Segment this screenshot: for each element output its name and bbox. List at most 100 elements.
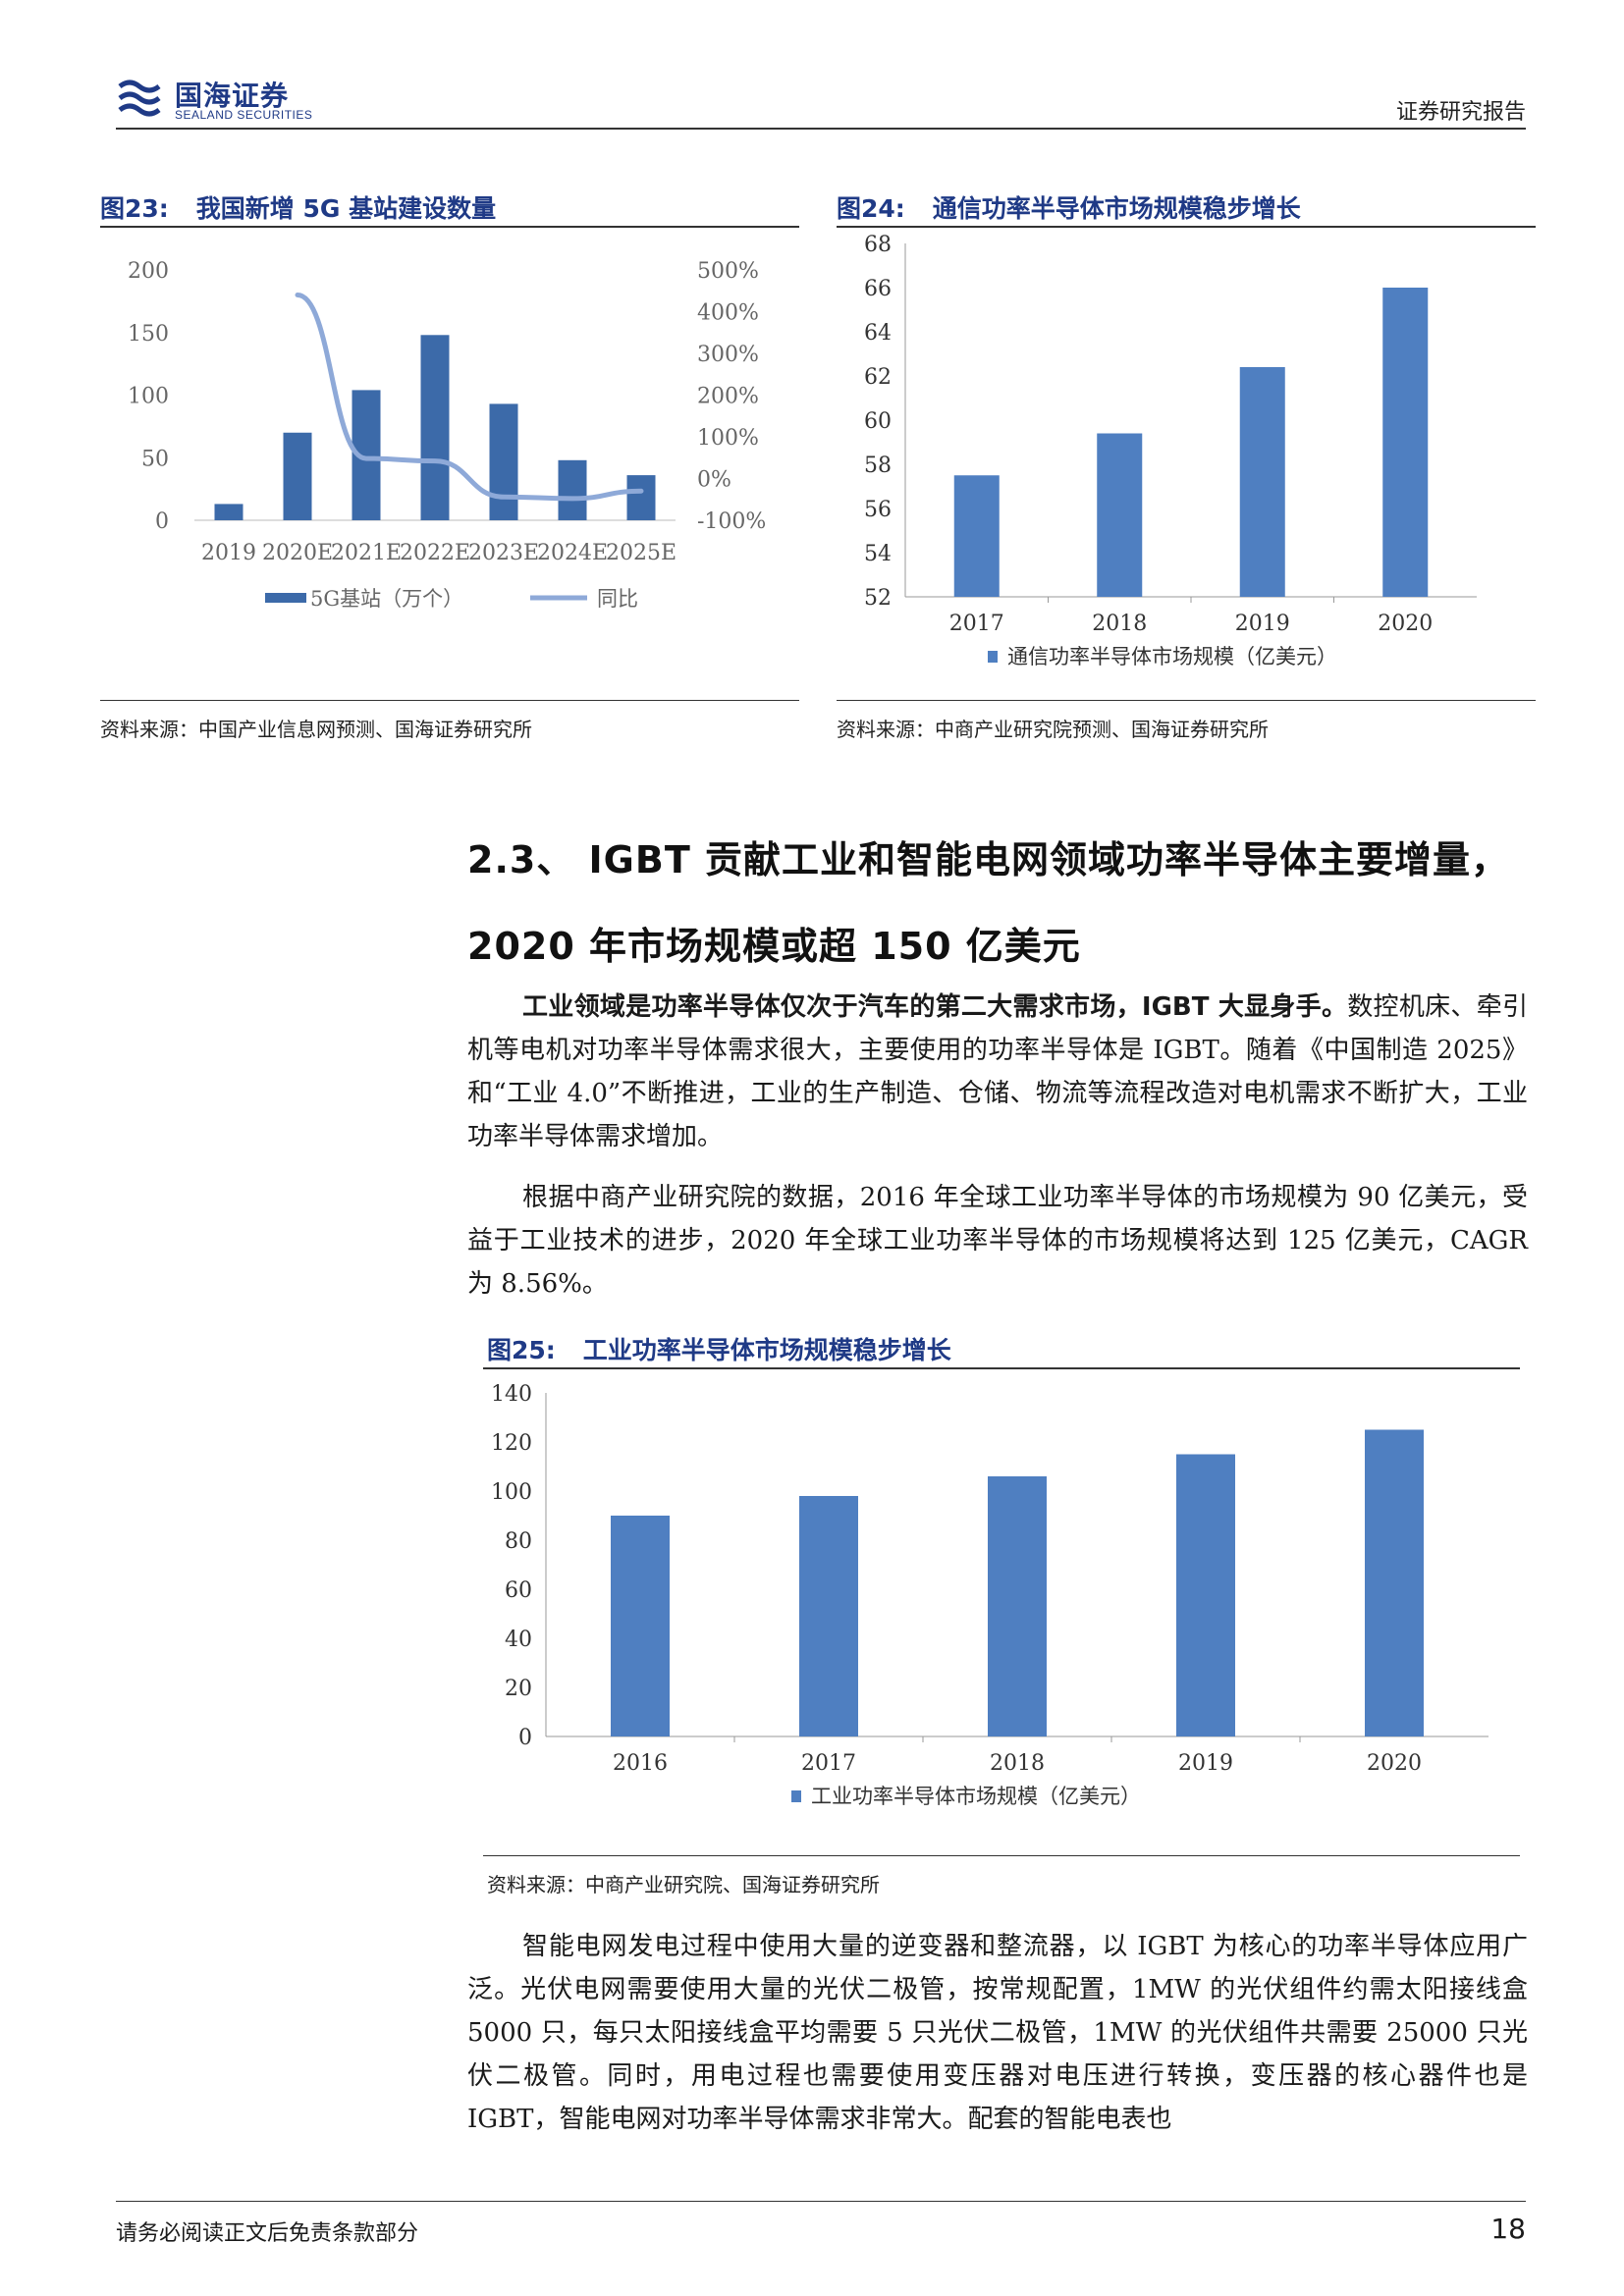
fig23-y-left-tick: 200 [128,259,169,284]
paragraph-industrial-text: 数控机床、牵引机等电机对功率半导体需求很大，主要使用的功率半导体是 IGBT。随… [467,992,1528,1151]
fig24-bar [1239,367,1285,597]
fig23-legend-bar-swatch [265,593,306,603]
fig25-y-tick: 120 [491,1431,532,1456]
fig23-x-tick: 2024E [537,541,608,565]
fig25-bar [799,1496,858,1736]
fig23-y-right-tick: 400% [697,301,759,326]
fig23-bar [214,504,244,520]
fig23-legend-bar-label: 5G基站（万个） [310,587,463,611]
fig24-y-tick: 68 [864,233,892,257]
fig24-y-tick: 66 [864,277,892,301]
fig24-title-text: 通信功率半导体市场规模稳步增长 [932,194,1301,223]
fig23-source: 资料来源：中国产业信息网预测、国海证券研究所 [100,718,532,741]
fig25-bar [1176,1454,1235,1736]
paragraph-industrial: 工业领域是功率半导体仅次于汽车的第二大需求市场，IGBT 大显身手。数控机床、牵… [467,986,1528,1158]
fig23-title: 图23: 我国新增 5G 基站建设数量 [100,189,496,225]
fig23-top-rule [100,226,799,228]
fig24-x-tick: 2018 [1092,612,1147,636]
fig23-y-right-tick: 100% [697,426,759,451]
fig24-y-tick: 60 [864,409,892,434]
fig25-bottom-rule [483,1855,1520,1856]
fig23-chart: 0 50 100 150 200 -100% 0% 100% 200% 300% 400% 500% 2… [128,259,766,611]
fig24-title: 图24: 通信功率半导体市场规模稳步增长 [837,189,1301,225]
fig23-bottom-rule [100,700,799,701]
fig24-x-tick: 2019 [1235,612,1290,636]
fig24-top-rule [837,226,1536,228]
fig23-x-tick: 2020E [262,541,333,565]
fig25-x-tick: 2017 [801,1751,856,1776]
fig23-number: 图23: [100,194,169,223]
fig23-bar [489,403,518,520]
fig23-title-text: 我国新增 5G 基站建设数量 [195,194,497,223]
paragraph-smart-grid: 智能电网发电过程中使用大量的逆变器和整流器，以 IGBT 为核心的功率半导体应用… [467,1925,1528,2141]
fig23-x-tick: 2023E [468,541,539,565]
fig25-number: 图25: [487,1336,556,1364]
sealand-logo-icon [118,80,161,117]
fig25-x-tick: 2019 [1178,1751,1233,1776]
fig23-bar [420,335,450,520]
fig24-y-tick: 58 [864,454,892,478]
fig24-bottom-rule [837,700,1536,701]
fig25-top-rule [483,1367,1520,1369]
fig23-x-tick: 2021E [331,541,402,565]
logo-text-cn: 国海证券 [175,80,290,112]
fig23-y-left-tick: 150 [128,322,169,347]
fig23-y-right-tick: 200% [697,385,759,409]
brand-logo [116,75,322,122]
fig25-y-tick: 100 [491,1480,532,1505]
fig24-y-tick: 64 [864,321,892,346]
fig23-legend-line-label: 同比 [597,587,638,611]
fig25-legend-swatch [791,1790,801,1802]
fig23-y-right-tick: 300% [697,343,759,367]
fig23-x-tick: 2022E [400,541,470,565]
fig25-chart: 0 20 40 60 80 100 120 140 2016 2017 2018 2019 2020 工业… [491,1382,1489,1808]
fig23-y-right-tick: 500% [697,259,759,284]
fig23-y-right-tick: -100% [697,509,766,534]
fig25-title: 图25: 工业功率半导体市场规模稳步增长 [487,1331,951,1366]
fig24-y-tick: 54 [864,542,892,566]
fig24-bar [953,475,1000,597]
fig24-source: 资料来源：中商产业研究院预测、国海证券研究所 [837,718,1269,741]
fig24-y-tick: 52 [864,586,892,611]
logo-text-en: SEALAND SECURITIES [175,108,313,122]
fig25-x-tick: 2020 [1367,1751,1422,1776]
fig24-bar [1382,288,1429,597]
fig25-y-tick: 140 [491,1382,532,1407]
fig24-legend-label: 通信功率半导体市场规模（亿美元） [1007,645,1337,668]
fig23-y-left-tick: 100 [128,385,169,409]
fig24-legend-swatch [988,651,998,663]
fig23-y-left-tick: 50 [141,447,169,471]
footer-divider [116,2201,1526,2202]
paragraph-market-size: 根据中商产业研究院的数据，2016 年全球工业功率半导体的市场规模为 90 亿美… [467,1176,1528,1306]
header-divider [116,128,1526,130]
fig24-number: 图24: [837,194,905,223]
disclaimer-note: 请务必阅读正文后免责条款部分 [116,2221,419,2246]
fig24-bar [1097,433,1143,597]
fig23-line-yoy [295,293,644,502]
fig25-x-tick: 2016 [613,1751,668,1776]
fig25-y-tick: 20 [505,1677,532,1701]
paragraph-smart-grid-text: 智能电网发电过程中使用大量的逆变器和整流器，以 IGBT 为核心的功率半导体应用… [467,1932,1528,2134]
fig25-bar [611,1516,670,1736]
fig25-y-tick: 0 [518,1726,532,1750]
fig25-title-text: 工业功率半导体市场规模稳步增长 [582,1336,951,1364]
fig23-bar [626,475,656,520]
fig25-y-tick: 40 [505,1628,532,1652]
fig23-y-right-tick: 0% [697,468,731,493]
fig25-bar [988,1476,1047,1736]
fig23-bar [558,459,587,520]
fig24-x-tick: 2017 [949,612,1004,636]
page-number: 18 [1490,2213,1526,2245]
fig23-bar [283,432,312,520]
fig25-y-tick: 80 [505,1529,532,1554]
fig23-x-tick: 2025E [606,541,677,565]
fig24-y-tick: 56 [864,498,892,522]
section-heading-line1: 2.3、 IGBT 贡献工业和智能电网领域功率半导体主要增量， [467,838,1509,881]
fig25-legend-label: 工业功率半导体市场规模（亿美元） [811,1785,1141,1808]
paragraph-industrial-lead: 工业领域是功率半导体仅次于汽车的第二大需求市场，IGBT 大显身手。 [522,992,1348,1022]
fig25-bar [1365,1429,1424,1736]
fig24-x-tick: 2020 [1378,612,1433,636]
section-heading-line2: 2020 年市场规模或超 150 亿美元 [467,925,1081,968]
fig23-y-left-tick: 0 [155,509,169,534]
fig25-x-tick: 2018 [990,1751,1045,1776]
